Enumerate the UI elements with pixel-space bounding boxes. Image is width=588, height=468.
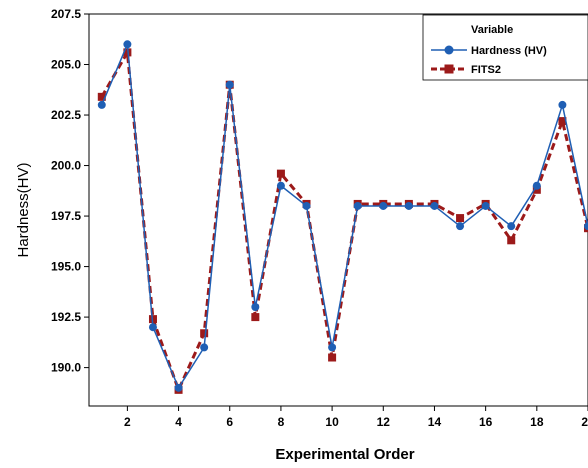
data-point-hardness bbox=[507, 222, 516, 231]
data-point-hardness bbox=[276, 181, 285, 190]
data-point-hardness bbox=[123, 40, 132, 49]
data-point-hardness bbox=[174, 383, 183, 392]
x-axis-title: Experimental Order bbox=[275, 446, 414, 463]
data-point-fits2 bbox=[251, 313, 260, 322]
data-point-hardness bbox=[584, 222, 588, 231]
data-point-fits2 bbox=[558, 117, 567, 126]
x-tick-label: 8 bbox=[278, 415, 285, 429]
legend-title: Variable bbox=[471, 24, 513, 36]
data-point-hardness bbox=[430, 201, 439, 210]
x-tick-label: 6 bbox=[226, 415, 233, 429]
data-point-fits2 bbox=[532, 185, 541, 194]
legend-label-hardness: Hardness (HV) bbox=[471, 45, 547, 57]
legend-label-fits2: FITS2 bbox=[471, 64, 501, 76]
data-point-hardness bbox=[404, 201, 413, 210]
data-point-hardness bbox=[558, 100, 567, 109]
x-tick-label: 4 bbox=[175, 415, 182, 429]
data-point-fits2 bbox=[276, 169, 285, 178]
data-point-hardness bbox=[200, 343, 209, 352]
x-tick-label: 16 bbox=[479, 415, 493, 429]
data-point-hardness bbox=[328, 343, 337, 352]
y-axis: 190.0 192.5 195.0 197.5 200.0 202.5 205.0 207.5 bbox=[51, 7, 89, 375]
x-axis: 2 4 6 8 10 12 14 16 18 20 bbox=[124, 406, 588, 429]
data-point-hardness bbox=[481, 201, 490, 210]
plot-frame bbox=[88, 13, 588, 407]
y-tick-label: 207.5 bbox=[51, 7, 81, 21]
x-tick-label: 14 bbox=[428, 415, 442, 429]
y-tick-label: 190.0 bbox=[51, 361, 81, 375]
series-layer bbox=[97, 40, 588, 394]
x-tick-label: 2 bbox=[124, 415, 131, 429]
data-point-hardness bbox=[251, 302, 260, 311]
y-axis-title: Hardness(HV) bbox=[15, 162, 32, 257]
data-point-hardness bbox=[302, 201, 311, 210]
legend-marker-hardness bbox=[444, 45, 454, 55]
data-point-hardness bbox=[225, 80, 234, 89]
data-point-fits2 bbox=[507, 236, 516, 245]
data-point-hardness bbox=[379, 201, 388, 210]
data-point-fits2 bbox=[200, 329, 209, 338]
data-point-hardness bbox=[456, 222, 465, 231]
x-tick-label: 20 bbox=[581, 415, 588, 429]
legend-marker-fits2 bbox=[444, 64, 454, 74]
data-point-fits2 bbox=[328, 353, 337, 362]
x-tick-label: 18 bbox=[530, 415, 544, 429]
series-hardness bbox=[97, 40, 588, 392]
x-tick-label: 12 bbox=[377, 415, 391, 429]
data-point-fits2 bbox=[97, 92, 106, 101]
series-line-hardness bbox=[101, 43, 588, 389]
y-tick-label: 200.0 bbox=[51, 159, 81, 173]
data-point-fits2 bbox=[456, 214, 465, 223]
data-point-hardness bbox=[353, 201, 362, 210]
y-tick-label: 202.5 bbox=[51, 108, 81, 122]
data-point-hardness bbox=[148, 323, 157, 332]
y-tick-label: 197.5 bbox=[51, 209, 81, 223]
x-tick-label: 10 bbox=[325, 415, 339, 429]
data-point-hardness bbox=[532, 181, 541, 190]
data-point-hardness bbox=[97, 100, 106, 109]
y-tick-label: 195.0 bbox=[51, 260, 81, 274]
y-tick-label: 205.0 bbox=[51, 58, 81, 72]
y-tick-label: 192.5 bbox=[51, 310, 81, 324]
legend: Variable Hardness (HV) FITS2 bbox=[422, 14, 588, 81]
